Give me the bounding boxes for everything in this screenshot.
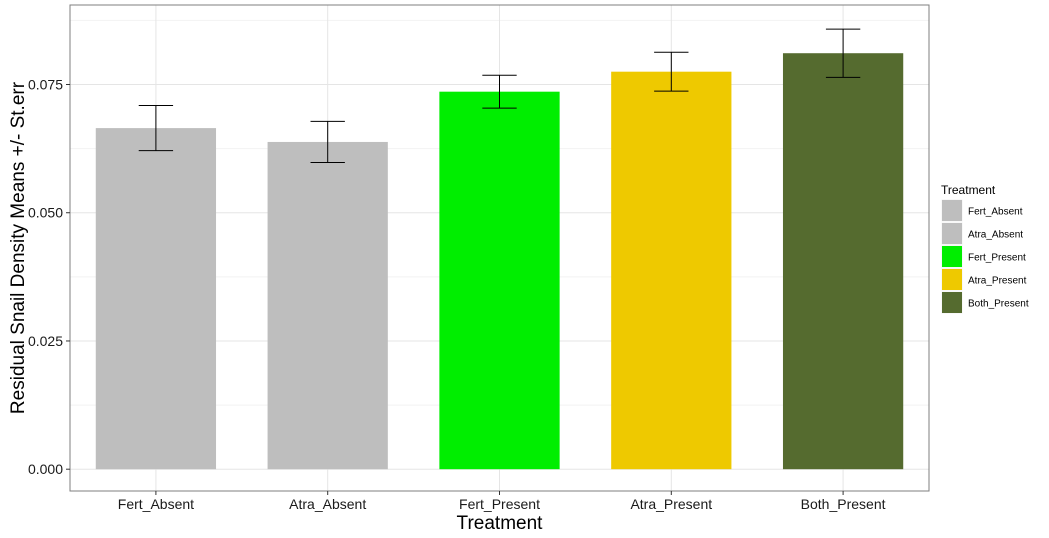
bar-atra-present (611, 71, 732, 470)
y-tick-label: 0.000 (28, 461, 63, 477)
error-bar (310, 120, 345, 163)
legend-swatch (942, 223, 962, 244)
bar-both-present (782, 53, 904, 470)
legend-label: Atra_Absent (968, 230, 1023, 241)
legend-title: Treatment (941, 183, 996, 197)
legend-swatch (942, 269, 962, 290)
error-bar (138, 105, 174, 152)
bars-group (95, 53, 904, 470)
x-tick-label: Atra_Present (630, 496, 712, 512)
y-axis-title: Residual Snail Density Means +/- St.err (8, 81, 29, 414)
legend-label: Atra_Present (968, 276, 1027, 287)
error-bar (482, 74, 517, 109)
bar-fert-absent (95, 128, 217, 470)
x-tick-label: Both_Present (801, 496, 886, 512)
y-tick-label: 0.075 (28, 77, 63, 93)
legend-label: Fert_Absent (968, 207, 1023, 218)
error-bars-group (138, 28, 861, 163)
error-bar (654, 51, 689, 92)
legend-label: Fert_Present (968, 253, 1026, 264)
bar-atra-absent (267, 141, 388, 470)
y-tick-label: 0.050 (28, 205, 63, 221)
bar-fert-present (439, 91, 560, 470)
x-tick-label: Fert_Absent (118, 496, 194, 512)
y-tick-label: 0.025 (28, 333, 63, 349)
x-tick-label: Fert_Present (459, 496, 540, 512)
x-axis-title: Treatment (457, 513, 544, 534)
y-axis: 0.000 0.025 0.050 0.075 (28, 77, 70, 477)
legend-swatch (942, 246, 962, 267)
x-axis: Fert_Absent Atra_Absent Fert_Present Atra_P… (118, 491, 886, 512)
x-tick-label: Atra_Absent (289, 496, 366, 512)
legend-swatch (942, 200, 962, 221)
legend-label: Both_Present (968, 299, 1029, 310)
legend-swatch (942, 292, 962, 313)
error-bar (825, 28, 861, 78)
legend: Treatment Fert_Absent Atra_Absent Fert_Pre… (940, 183, 1029, 315)
